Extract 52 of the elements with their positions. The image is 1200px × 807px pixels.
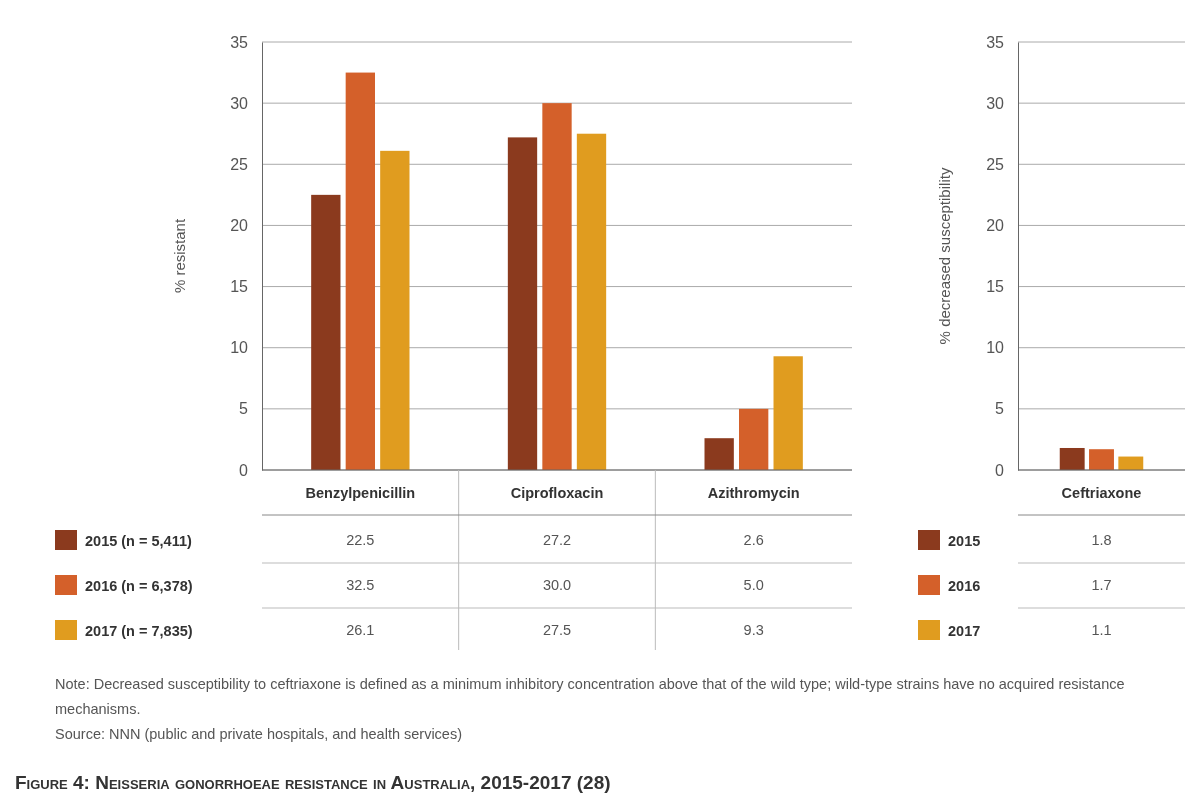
text: 1.7 [1091, 577, 1112, 593]
bar [704, 438, 734, 470]
y-tick-label: 25 [986, 155, 1005, 173]
text: 27.2 [542, 532, 572, 548]
bar [380, 150, 410, 470]
y-tick-label: 35 [230, 33, 249, 51]
y-tick-label: 20 [986, 217, 1005, 235]
x-tick-label: Ciprofloxacin [510, 485, 604, 501]
text: 1.1 [1091, 622, 1112, 638]
bar [345, 72, 375, 470]
y-tick-label: 0 [995, 461, 1005, 479]
y-tick-label: 5 [239, 400, 249, 418]
y-tick-label: 5 [995, 400, 1005, 418]
bar [311, 194, 341, 470]
source-note: Source: NNN (public and private hospitals, and health services) [55, 725, 463, 744]
y-tick-label: 15 [986, 278, 1005, 296]
text: 26.1 [346, 622, 375, 638]
text: 27.5 [542, 622, 572, 638]
y-axis-title: % resistant [171, 218, 188, 294]
text: Figure 4: Neisseria gonorrhoeae resistance in Australia, 2015-2017 (28) [15, 772, 611, 794]
text: 2.6 [743, 532, 764, 548]
text: 5.0 [743, 577, 764, 593]
y-tick-label: 15 [230, 278, 249, 296]
x-tick-label: Ceftriaxone [1061, 485, 1142, 501]
legend-label: 2017 [948, 623, 981, 639]
y-tick-label: 10 [986, 339, 1005, 357]
y-tick-label: 20 [230, 217, 249, 235]
text: Note: Decreased susceptibility to ceftriaxone is defined as a minimum inhibitory concentration above that of the wild type; wild-type strains have no acquired resistance mechanisms. [55, 675, 1126, 719]
legend-label: 2015 [948, 533, 981, 549]
y-tick-label: 10 [230, 339, 249, 357]
text: 1.8 [1091, 532, 1112, 548]
legend-label: 2015 (n = 5,411) [85, 533, 192, 549]
legend-label: 2016 [948, 578, 981, 594]
bar [576, 133, 607, 470]
y-tick-label: 30 [986, 94, 1005, 112]
y-tick-label: 0 [239, 461, 249, 479]
text: 9.3 [743, 622, 764, 638]
text: 22.5 [346, 532, 375, 548]
bar [542, 103, 572, 470]
x-tick-label: Benzylpenicillin [305, 485, 416, 501]
y-tick-label: 30 [230, 94, 249, 112]
y-axis-title: % decreased susceptibility [936, 167, 953, 345]
bar [739, 408, 769, 470]
bar [507, 137, 538, 470]
x-tick-label: Azithromycin [707, 485, 800, 501]
y-tick-label: 25 [230, 155, 249, 173]
text: 30.0 [542, 577, 572, 593]
text: 32.5 [346, 577, 375, 593]
legend-label: 2017 (n = 7,835) [85, 623, 193, 639]
bar [773, 356, 803, 470]
legend-label: 2016 (n = 6,378) [85, 578, 193, 594]
y-tick-label: 35 [986, 33, 1005, 51]
